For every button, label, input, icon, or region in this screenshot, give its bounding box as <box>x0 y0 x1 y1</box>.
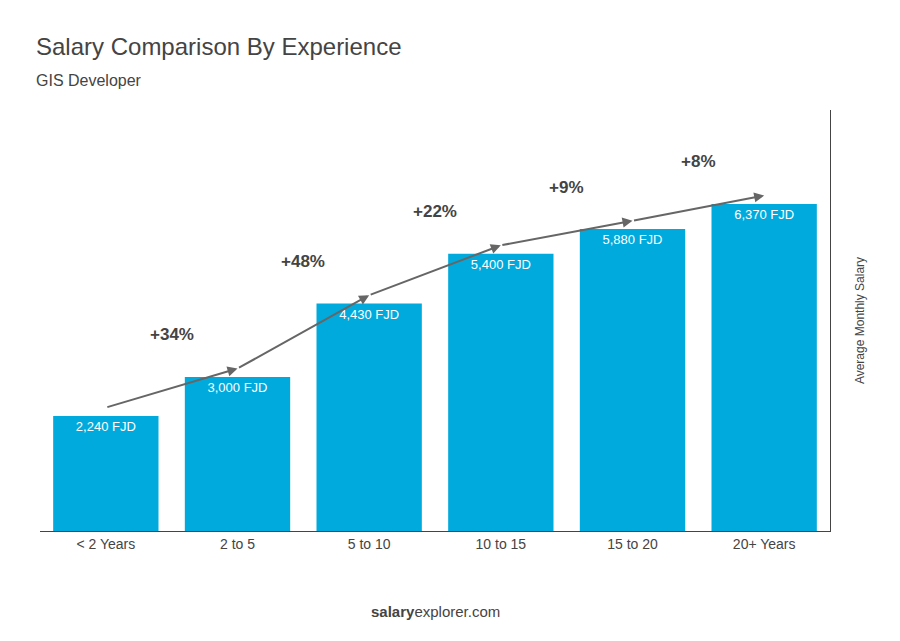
svg-text:salaryexplorer.com: salaryexplorer.com <box>371 603 500 620</box>
svg-text:10 to 15: 10 to 15 <box>476 536 527 552</box>
svg-text:3,000 FJD: 3,000 FJD <box>208 380 268 395</box>
svg-text:GIS Developer: GIS Developer <box>36 72 142 89</box>
svg-text:+9%: +9% <box>549 178 584 197</box>
svg-text:Salary Comparison By Experienc: Salary Comparison By Experience <box>36 33 402 60</box>
svg-text:+22%: +22% <box>413 202 457 221</box>
svg-text:5,400 FJD: 5,400 FJD <box>471 257 531 272</box>
svg-text:5 to 10: 5 to 10 <box>348 536 391 552</box>
svg-text:20+ Years: 20+ Years <box>733 536 796 552</box>
svg-text:15 to 20: 15 to 20 <box>607 536 658 552</box>
svg-text:5,880 FJD: 5,880 FJD <box>603 232 663 247</box>
svg-text:+48%: +48% <box>281 252 325 271</box>
svg-text:6,370 FJD: 6,370 FJD <box>734 207 794 222</box>
svg-text:+34%: +34% <box>150 325 194 344</box>
svg-text:2,240 FJD: 2,240 FJD <box>76 419 136 434</box>
svg-text:< 2 Years: < 2 Years <box>76 536 135 552</box>
svg-text:4,430 FJD: 4,430 FJD <box>339 307 399 322</box>
svg-text:2 to 5: 2 to 5 <box>220 536 255 552</box>
svg-text:+8%: +8% <box>681 152 716 171</box>
svg-text:Average Monthly Salary: Average Monthly Salary <box>853 257 867 384</box>
